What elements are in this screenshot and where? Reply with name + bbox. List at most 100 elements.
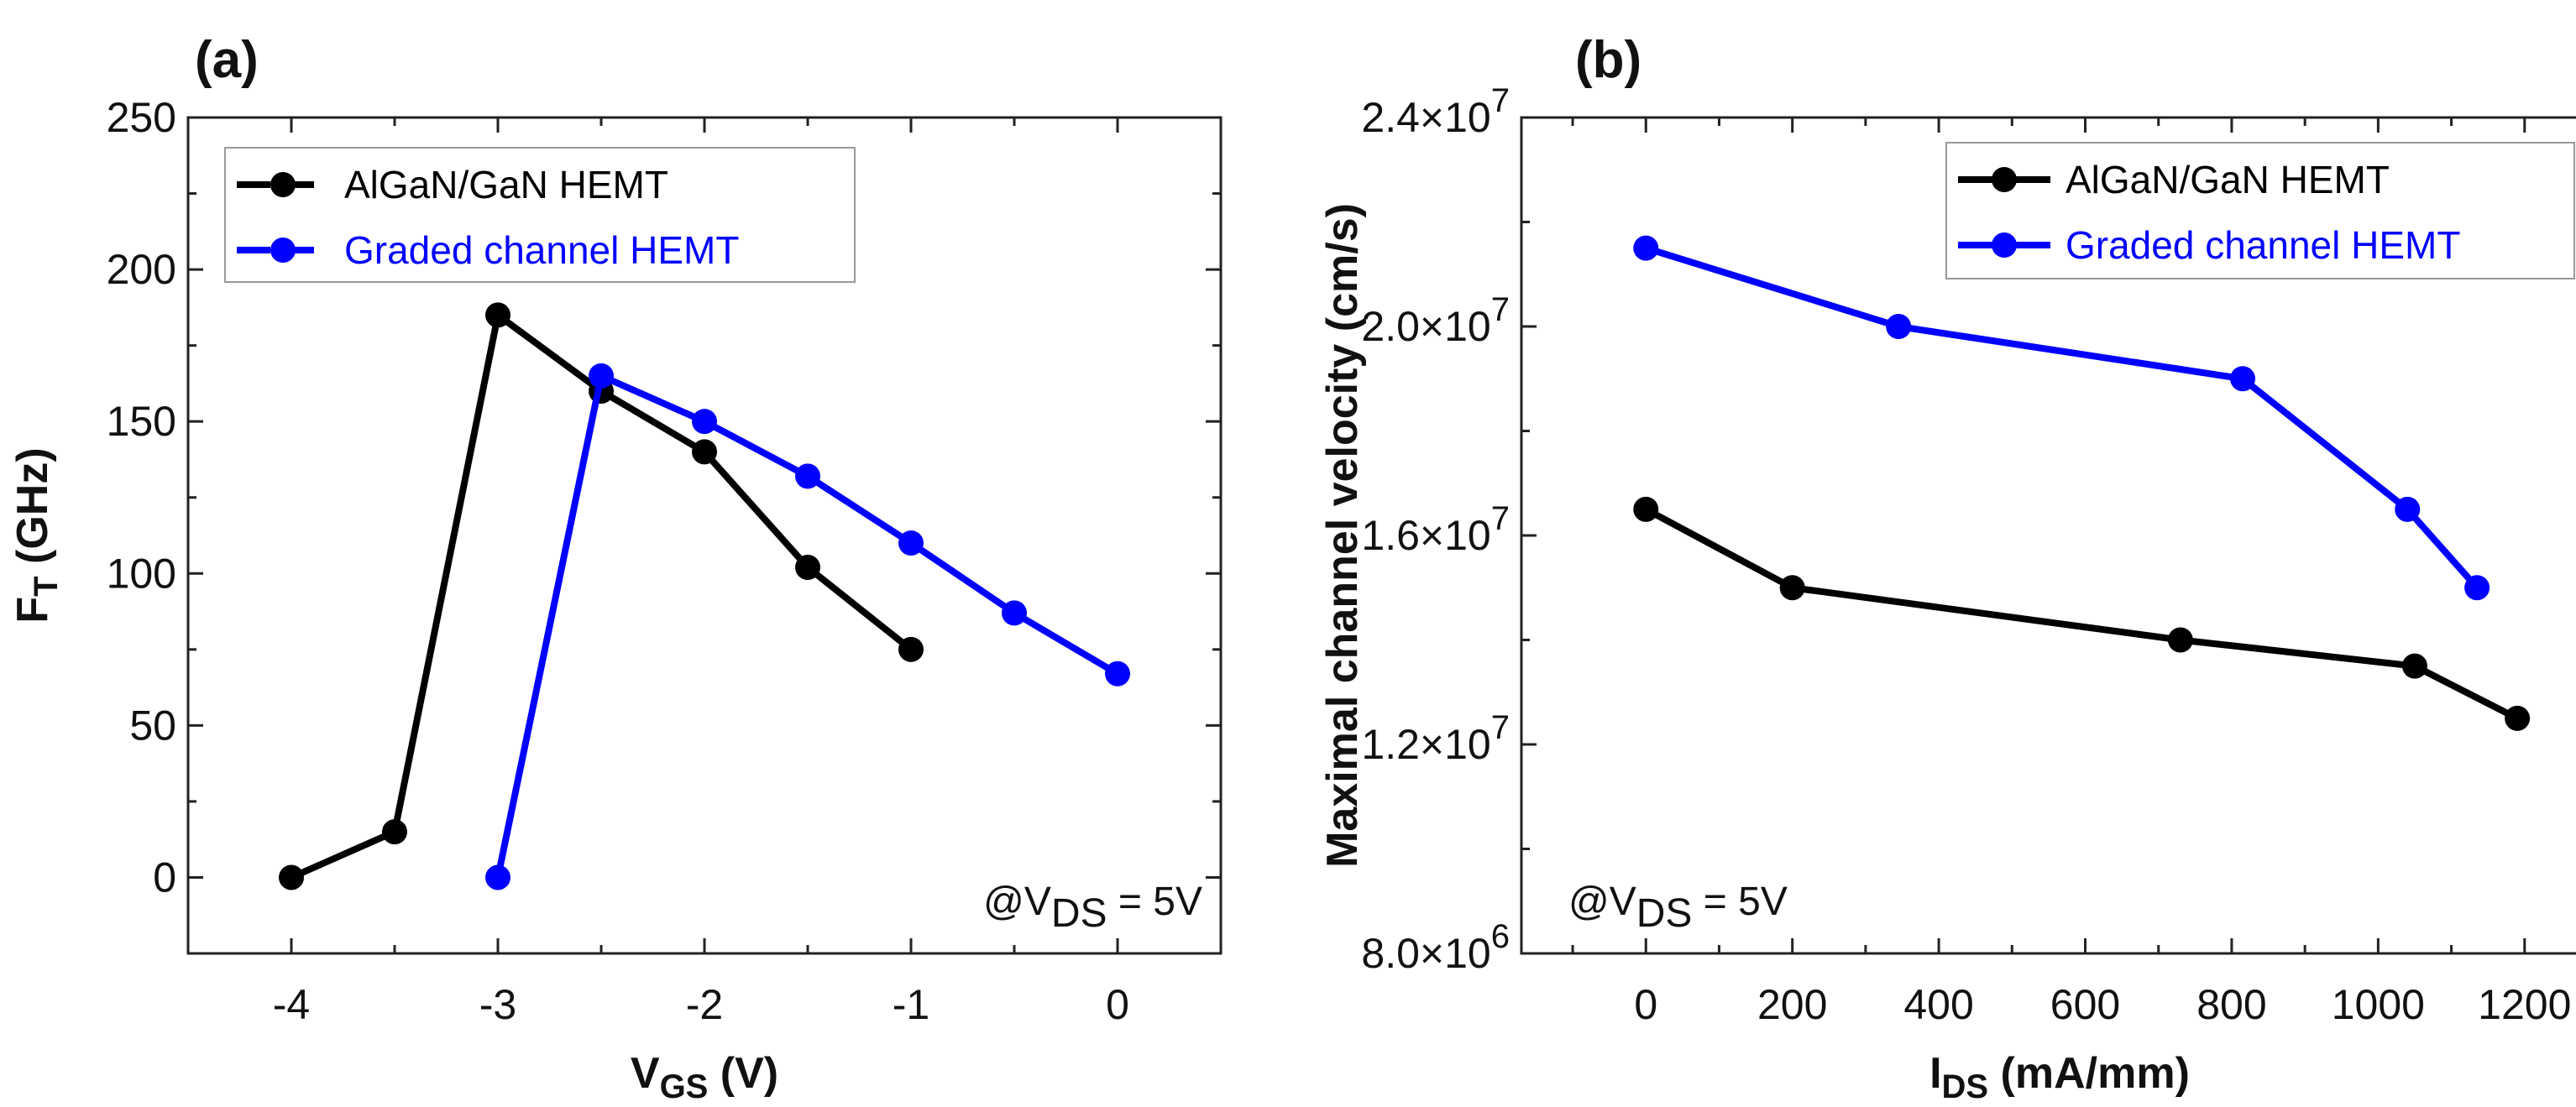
legend-marker (270, 172, 296, 197)
data-point (485, 302, 510, 328)
legend-label: Graded channel HEMT (344, 228, 739, 272)
text-part: 2.4×10 (1361, 94, 1490, 141)
text-part: 1.6×10 (1361, 512, 1490, 559)
panel-label: (b) (1575, 31, 1641, 89)
series-line (1644, 506, 2519, 722)
data-point (2401, 653, 2427, 679)
legend: AlGaN/GaN HEMT Graded channel HEMT (224, 147, 856, 283)
text-part: 8.0×10 (1361, 930, 1490, 977)
data-point (795, 463, 820, 489)
data-point (2395, 496, 2421, 522)
x-tick-label: -2 (686, 981, 723, 1028)
x-tick-label: 1200 (2478, 981, 2571, 1028)
text-part: 6 (1491, 918, 1510, 955)
legend-label: AlGaN/GaN HEMT (2066, 158, 2390, 201)
x-tick-label: 400 (1903, 981, 1973, 1028)
x-tick-label: 0 (1634, 981, 1657, 1028)
x-axis-label: IDS (mA/mm) (1929, 1049, 2190, 1105)
y-tick-label: 1.2×107 (1361, 709, 1510, 768)
text-part: = 5V (1107, 880, 1202, 924)
data-point (279, 864, 304, 890)
text-part: @V (1568, 880, 1636, 924)
panel-label: (a) (195, 31, 259, 89)
y-tick-label: 0 (153, 854, 176, 901)
text-part: GS (660, 1068, 709, 1105)
data-point (382, 819, 407, 845)
series-algan-gan-hemt (1633, 496, 2531, 731)
data-point (2464, 575, 2490, 601)
text-part: V (631, 1049, 660, 1098)
x-tick-label: 800 (2196, 981, 2266, 1028)
y-tick-label: 2.4×107 (1361, 82, 1510, 141)
text-part: T (28, 576, 65, 596)
series-graded-channel-hemt (1633, 235, 2490, 601)
text-part: (V) (708, 1049, 778, 1098)
y-tick-label: 50 (129, 702, 176, 749)
data-point (1633, 496, 1659, 522)
text-part: 7 (1491, 291, 1510, 328)
x-tick-label: -4 (273, 981, 310, 1028)
y-tick-label: 100 (107, 550, 176, 597)
data-point (898, 636, 924, 662)
y-tick-label: 200 (107, 246, 176, 293)
y-tick-label: 250 (107, 94, 176, 141)
data-point (1886, 314, 1912, 339)
data-point (1002, 600, 1027, 626)
text-part: = 5V (1692, 880, 1787, 924)
y-axis-label: FT (GHz) (8, 447, 65, 623)
data-point (1779, 575, 1805, 601)
data-point (1105, 661, 1130, 687)
x-tick-label: 1000 (2332, 981, 2425, 1028)
vds-annotation: @VDS = 5V (1568, 880, 1788, 936)
x-tick-label: -1 (893, 981, 929, 1028)
panel-b: (b)0 200 400 600 800 1000 12008.0×1061.2×1071.… (1318, 31, 2576, 1105)
data-point (795, 555, 820, 581)
data-point (692, 439, 717, 465)
text-part: (mA/mm) (1988, 1049, 2190, 1098)
x-tick-label: 600 (2050, 981, 2120, 1028)
text-part: DS (1051, 891, 1107, 936)
x-tick-label: 200 (1757, 981, 1827, 1028)
legend-marker (270, 238, 296, 263)
text-part: @V (983, 880, 1051, 924)
data-point (2167, 627, 2193, 653)
series-line (495, 372, 1120, 879)
text-part: (GHz) (8, 447, 57, 576)
x-tick-label: -3 (479, 981, 516, 1028)
text-part: DS (1636, 891, 1693, 936)
text-part: I (1929, 1049, 1941, 1098)
data-point (589, 363, 614, 389)
legend-marker (1992, 232, 2017, 258)
legend-box (1945, 142, 2575, 279)
text-part: F (8, 597, 57, 624)
legend-marker (1992, 167, 2017, 192)
data-point (898, 530, 924, 556)
text-part: 7 (1491, 500, 1510, 537)
x-tick-label: 0 (1106, 981, 1129, 1028)
series-graded-channel-hemt (485, 363, 1130, 890)
y-tick-label: 2.0×107 (1361, 291, 1510, 350)
y-tick-label: 1.6×107 (1361, 500, 1510, 559)
legend-label: AlGaN/GaN HEMT (344, 163, 668, 206)
text-part: DS (1942, 1068, 1989, 1105)
legend-label: Graded channel HEMT (2066, 223, 2460, 267)
y-axis-label: Maximal channel velocity (cm/s) (1318, 203, 1367, 868)
data-point (2230, 366, 2256, 392)
text-part: 7 (1491, 82, 1510, 119)
panel-a: (a) -4 -3 -2 -1 0 0 50 100 150 200 250 VGS (V) FT (GH… (8, 31, 1223, 1105)
y-tick-label: 150 (107, 398, 176, 445)
text-part: 7 (1491, 709, 1510, 746)
legend-box (224, 147, 856, 283)
series-line (1645, 244, 2480, 590)
x-axis-label: VGS (V) (631, 1049, 778, 1105)
data-point (692, 409, 717, 435)
data-point (1633, 235, 1659, 261)
data-point (2505, 705, 2531, 731)
text-part: 2.0×10 (1361, 303, 1490, 350)
data-point (485, 864, 510, 890)
y-tick-label: 8.0×106 (1361, 918, 1510, 977)
text-part: 1.2×10 (1361, 721, 1490, 768)
legend: AlGaN/GaN HEMT Graded channel HEMT (1945, 142, 2575, 279)
vds-annotation: @VDS = 5V (983, 880, 1202, 936)
